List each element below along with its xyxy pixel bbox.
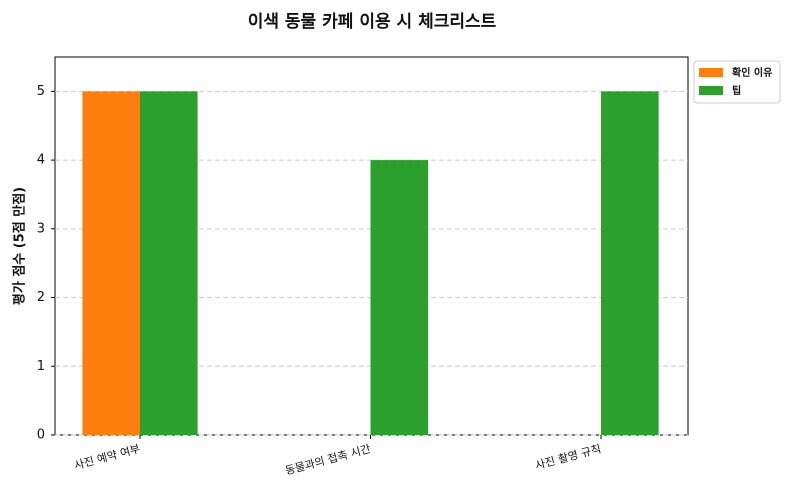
legend-swatch — [699, 86, 723, 95]
legend-label: 팁 — [732, 85, 741, 97]
legend-swatch — [699, 68, 723, 77]
x-tick-label: 사진 예약 여부 — [73, 441, 142, 472]
y-tick-label: 2 — [37, 290, 45, 305]
chart-title: 이색 동물 카페 이용 시 체크리스트 — [248, 12, 497, 32]
y-tick-label: 1 — [37, 359, 45, 374]
y-tick-label: 4 — [37, 153, 45, 168]
bar — [370, 160, 429, 435]
x-tick-label: 사진 촬영 규칙 — [534, 442, 603, 472]
x-tick-label: 동물과의 접촉 시간 — [284, 442, 372, 477]
y-tick-label: 0 — [37, 428, 45, 443]
y-tick-label: 5 — [37, 84, 45, 99]
bar — [82, 91, 140, 435]
y-tick-label: 3 — [37, 221, 45, 236]
bar — [601, 91, 659, 435]
bar — [140, 91, 198, 435]
y-axis-label: 평가 점수 (5점 만점) — [12, 187, 28, 305]
legend-label: 확인 이유 — [732, 66, 772, 79]
